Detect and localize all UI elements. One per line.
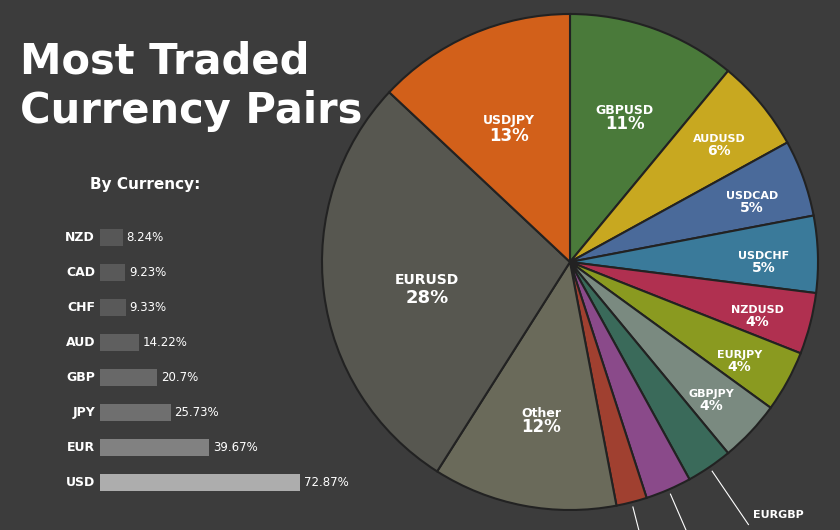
Text: 9.33%: 9.33%: [129, 301, 166, 314]
Wedge shape: [570, 262, 728, 479]
Wedge shape: [437, 262, 617, 510]
Text: Currency Pairs: Currency Pairs: [20, 90, 362, 132]
Bar: [100, 229, 123, 246]
Text: 4%: 4%: [699, 400, 723, 413]
Wedge shape: [570, 143, 814, 262]
Text: 12%: 12%: [522, 418, 561, 436]
Text: 6%: 6%: [707, 144, 731, 158]
Text: 72.87%: 72.87%: [304, 476, 349, 489]
Text: GBP: GBP: [66, 371, 95, 384]
Text: USDJPY: USDJPY: [483, 114, 535, 127]
Text: 4%: 4%: [745, 315, 769, 329]
Text: GBPJPY: GBPJPY: [688, 390, 734, 400]
Wedge shape: [570, 262, 816, 354]
Bar: [100, 264, 125, 281]
Text: 5%: 5%: [752, 261, 775, 275]
Text: 25.73%: 25.73%: [175, 406, 219, 419]
Text: JPY: JPY: [72, 406, 95, 419]
Text: 11%: 11%: [605, 116, 644, 134]
Text: 14.22%: 14.22%: [143, 336, 188, 349]
Wedge shape: [570, 71, 787, 262]
Bar: [100, 474, 300, 491]
Text: NZDUSD: NZDUSD: [731, 305, 784, 315]
Text: By Currency:: By Currency:: [90, 177, 201, 192]
Text: CHF: CHF: [67, 301, 95, 314]
Wedge shape: [570, 262, 770, 453]
Text: USDCHF: USDCHF: [738, 251, 789, 261]
Wedge shape: [570, 262, 801, 408]
Text: 5%: 5%: [740, 201, 764, 216]
Wedge shape: [322, 92, 570, 471]
Text: AUD: AUD: [66, 336, 95, 349]
Text: 28%: 28%: [406, 289, 449, 307]
Text: NZD: NZD: [66, 231, 95, 244]
Text: USD: USD: [66, 476, 95, 489]
Text: 9.23%: 9.23%: [129, 266, 166, 279]
Text: Other: Other: [521, 407, 561, 420]
Wedge shape: [570, 216, 818, 293]
Bar: [100, 334, 139, 351]
Text: Most Traded: Most Traded: [20, 40, 309, 82]
Text: EUR: EUR: [67, 441, 95, 454]
Wedge shape: [570, 262, 647, 506]
Wedge shape: [389, 14, 570, 262]
Bar: [100, 369, 157, 386]
Wedge shape: [570, 14, 728, 262]
Bar: [100, 439, 209, 456]
Text: 13%: 13%: [489, 127, 529, 145]
Text: EURJPY: EURJPY: [717, 350, 762, 360]
Text: USDCAD: USDCAD: [726, 191, 778, 201]
Text: CAD: CAD: [66, 266, 95, 279]
Text: 39.67%: 39.67%: [213, 441, 258, 454]
Text: 4%: 4%: [727, 360, 752, 374]
Text: EURGBP: EURGBP: [753, 509, 804, 519]
Text: 20.7%: 20.7%: [160, 371, 198, 384]
Text: 8.24%: 8.24%: [127, 231, 164, 244]
Text: GBPUSD: GBPUSD: [596, 104, 654, 117]
Bar: [100, 299, 126, 316]
Text: AUDUSD: AUDUSD: [693, 134, 745, 144]
Bar: [100, 404, 171, 421]
Wedge shape: [570, 262, 690, 498]
Text: EURUSD: EURUSD: [395, 273, 459, 287]
